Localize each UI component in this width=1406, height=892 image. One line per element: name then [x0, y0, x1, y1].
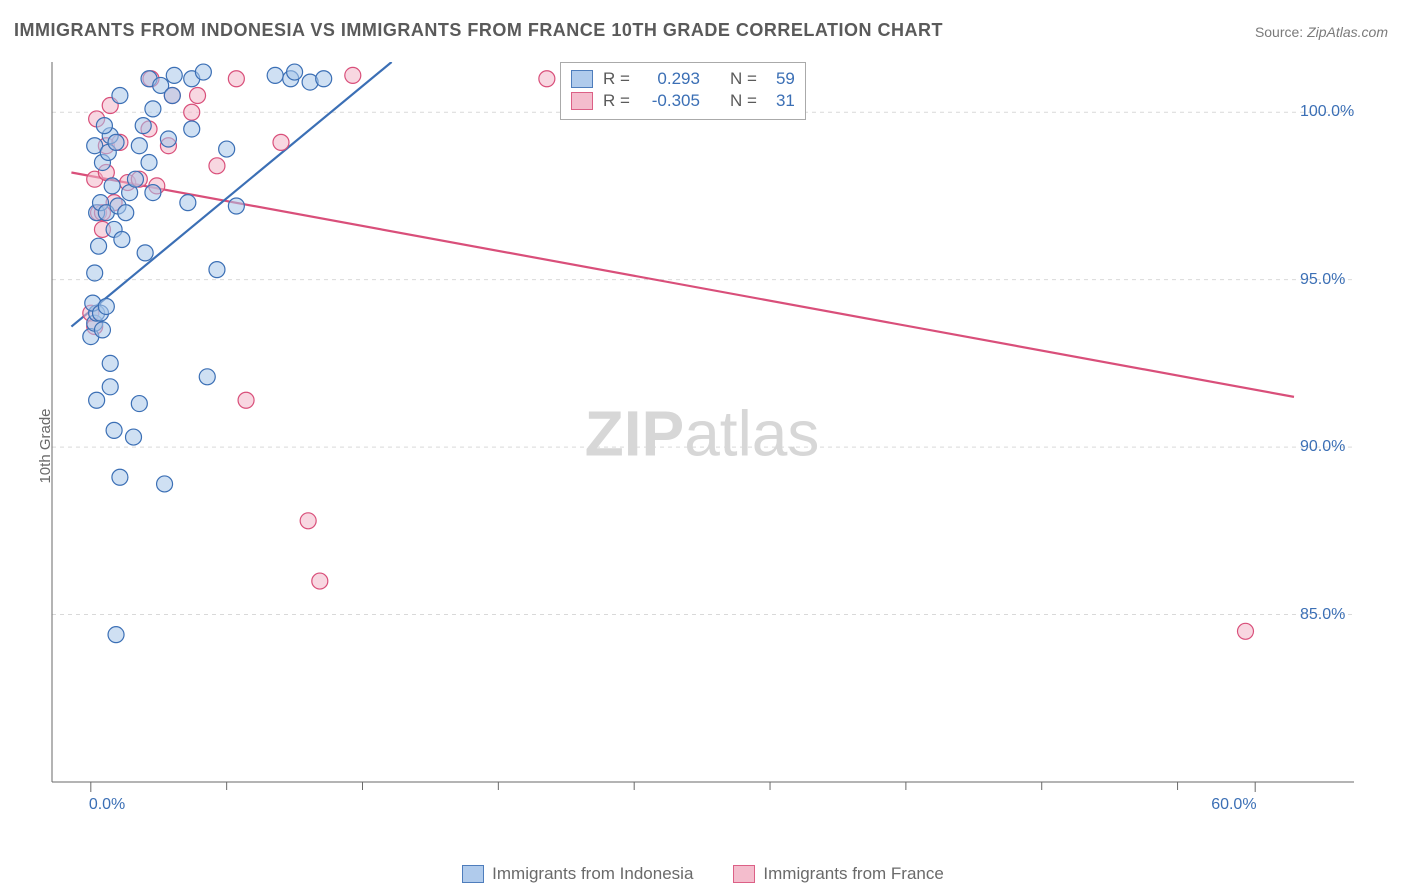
- swatch-france: [571, 92, 593, 110]
- n-value-france: 31: [767, 91, 795, 111]
- y-tick-label: 95.0%: [1300, 271, 1345, 289]
- chart-svg: [50, 62, 1354, 812]
- stats-row-indonesia: R = 0.293 N = 59: [571, 69, 795, 89]
- source-label: Source:: [1255, 24, 1307, 40]
- x-tick-label: 0.0%: [89, 796, 125, 814]
- swatch-france: [733, 865, 755, 883]
- stats-legend: R = 0.293 N = 59 R = -0.305 N = 31: [560, 62, 806, 120]
- bottom-legend: Immigrants from Indonesia Immigrants fro…: [0, 864, 1406, 884]
- chart-plot-area: ZIPatlas: [50, 62, 1354, 812]
- source-name: ZipAtlas.com: [1307, 24, 1388, 40]
- r-label: R =: [603, 91, 630, 111]
- chart-title: IMMIGRANTS FROM INDONESIA VS IMMIGRANTS …: [14, 20, 943, 41]
- swatch-indonesia: [462, 865, 484, 883]
- legend-label: Immigrants from Indonesia: [492, 864, 693, 884]
- r-label: R =: [603, 69, 630, 89]
- legend-item-indonesia: Immigrants from Indonesia: [462, 864, 693, 884]
- y-tick-label: 85.0%: [1300, 606, 1345, 624]
- n-value-indonesia: 59: [767, 69, 795, 89]
- n-label: N =: [730, 69, 757, 89]
- r-value-indonesia: 0.293: [640, 69, 700, 89]
- stats-row-france: R = -0.305 N = 31: [571, 91, 795, 111]
- legend-label: Immigrants from France: [763, 864, 943, 884]
- n-label: N =: [730, 91, 757, 111]
- swatch-indonesia: [571, 70, 593, 88]
- y-tick-label: 100.0%: [1300, 103, 1354, 121]
- y-tick-label: 90.0%: [1300, 438, 1345, 456]
- source-attribution: Source: ZipAtlas.com: [1255, 24, 1388, 40]
- legend-item-france: Immigrants from France: [733, 864, 943, 884]
- x-tick-label: 60.0%: [1211, 796, 1256, 814]
- r-value-france: -0.305: [640, 91, 700, 111]
